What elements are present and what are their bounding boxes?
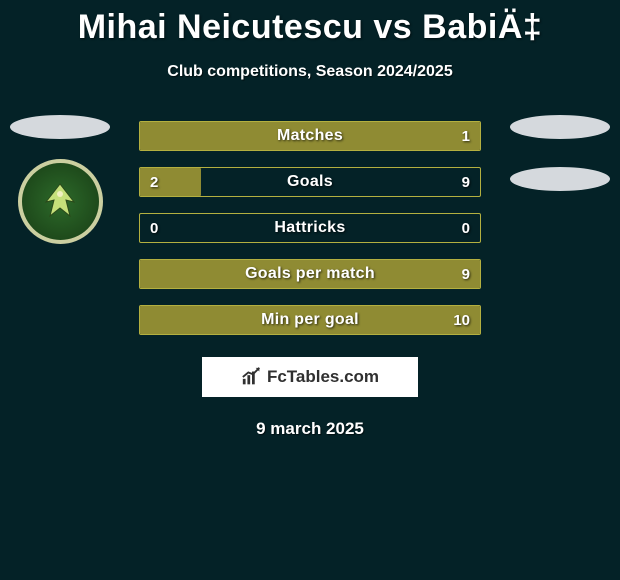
content-area: Matches 1 2 Goals 9 0 Hattricks 0 Goals … — [0, 121, 620, 439]
stat-row-goals: 2 Goals 9 — [139, 167, 481, 197]
club-badge-placeholder-right — [510, 167, 610, 191]
eagle-icon — [36, 178, 84, 226]
stat-right-value: 9 — [462, 260, 470, 288]
stat-label: Min per goal — [261, 311, 359, 329]
page-subtitle: Club competitions, Season 2024/2025 — [0, 63, 620, 81]
stat-row-hattricks: 0 Hattricks 0 — [139, 213, 481, 243]
stat-row-matches: Matches 1 — [139, 121, 481, 151]
stat-label: Goals — [287, 173, 333, 191]
stat-left-value: 0 — [150, 214, 158, 242]
club-badge-left — [18, 159, 103, 244]
chart-icon — [241, 366, 263, 388]
stats-table: Matches 1 2 Goals 9 0 Hattricks 0 Goals … — [139, 121, 481, 335]
player-photo-placeholder-left — [10, 115, 110, 139]
stat-row-min-per-goal: Min per goal 10 — [139, 305, 481, 335]
player-photo-placeholder-right — [510, 115, 610, 139]
stat-right-value: 1 — [462, 122, 470, 150]
stat-right-value: 9 — [462, 168, 470, 196]
page-title: Mihai Neicutescu vs BabiÄ‡ — [0, 0, 620, 47]
stat-row-goals-per-match: Goals per match 9 — [139, 259, 481, 289]
stat-label: Matches — [277, 127, 343, 145]
stat-left-value: 2 — [150, 168, 158, 196]
right-player-column — [510, 115, 610, 191]
brand-text: FcTables.com — [267, 367, 379, 387]
left-player-column — [10, 115, 110, 244]
brand-badge[interactable]: FcTables.com — [202, 357, 418, 397]
stat-right-value: 0 — [462, 214, 470, 242]
stat-label: Goals per match — [245, 265, 375, 283]
footer-date: 9 march 2025 — [0, 419, 620, 439]
stat-right-value: 10 — [453, 306, 470, 334]
stat-label: Hattricks — [274, 219, 345, 237]
